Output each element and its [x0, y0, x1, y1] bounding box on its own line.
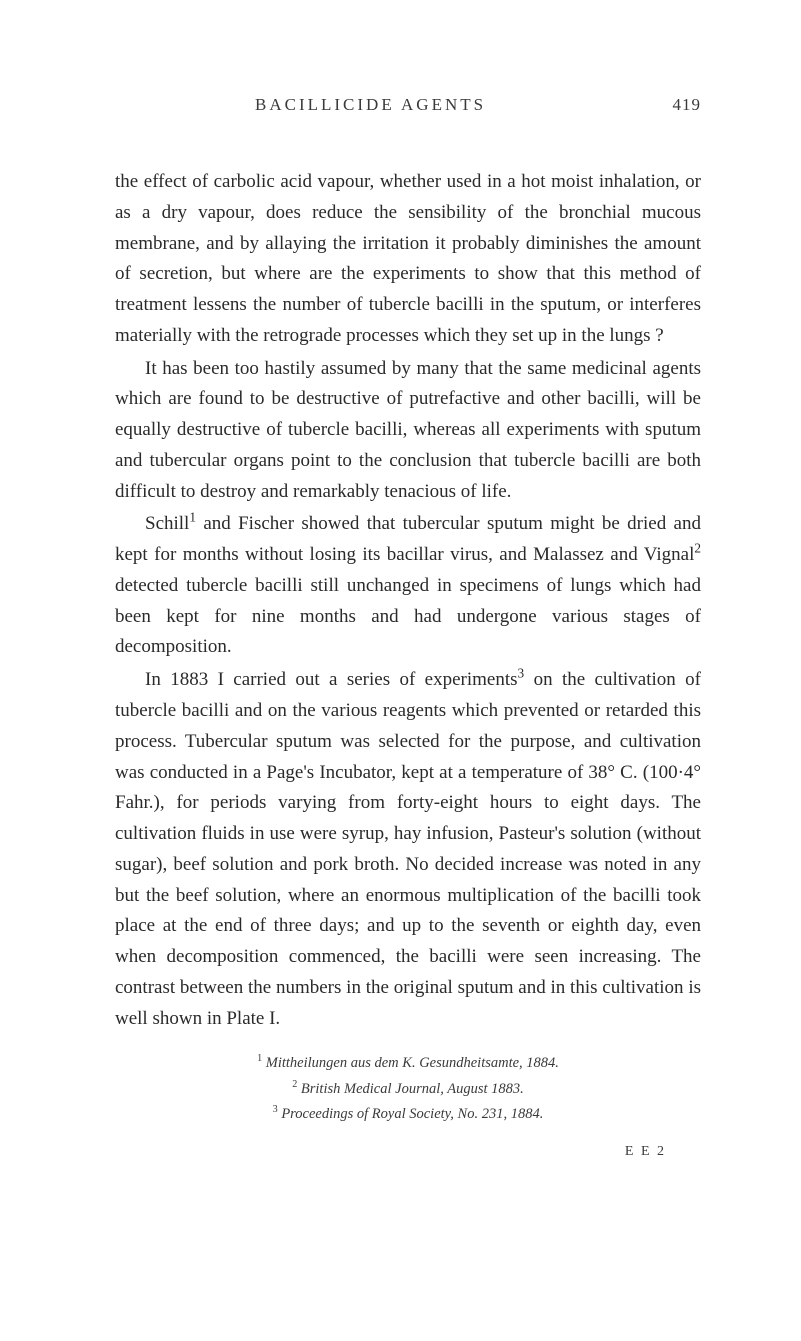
- paragraph-4: In 1883 I carried out a series of experi…: [115, 665, 701, 1034]
- footnote-ref-1: 1: [189, 510, 196, 525]
- signature-mark: E E 2: [115, 1144, 701, 1160]
- footnote-1: 1 Mittheilungen aus dem K. Gesundheitsam…: [115, 1052, 701, 1075]
- paragraph-2: It has been too hastily assumed by many …: [115, 354, 701, 508]
- page-number: 419: [673, 95, 702, 115]
- running-title: BACILLICIDE AGENTS: [115, 95, 486, 115]
- paragraph-1: the effect of carbolic acid vapour, whet…: [115, 167, 701, 352]
- body-text: the effect of carbolic acid vapour, whet…: [115, 167, 701, 1034]
- page-header: BACILLICIDE AGENTS 419: [115, 95, 701, 115]
- footnote-3: 3 Proceedings of Royal Society, No. 231,…: [115, 1103, 701, 1126]
- paragraph-3: Schill1 and Fischer showed that tubercul…: [115, 509, 701, 663]
- footnote-ref-2: 2: [694, 541, 701, 556]
- footnote-2: 2 British Medical Journal, August 1883.: [115, 1078, 701, 1101]
- footnotes: 1 Mittheilungen aus dem K. Gesundheitsam…: [115, 1052, 701, 1126]
